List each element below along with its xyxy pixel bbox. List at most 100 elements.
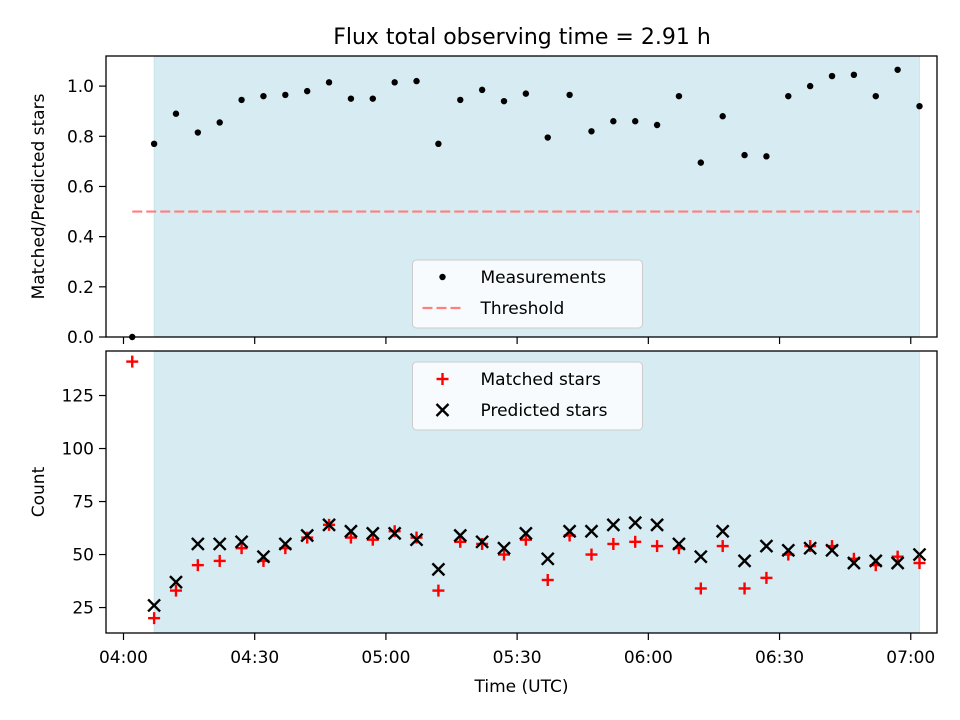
measurement-point — [391, 79, 398, 86]
matched-star-point — [366, 533, 379, 546]
matched-star-point — [716, 540, 729, 553]
measurement-point — [872, 92, 879, 100]
y-tick-label: 1.0 — [67, 77, 94, 97]
measurement-point — [610, 118, 617, 125]
predicted-star-point — [431, 562, 446, 577]
predicted-star-point — [672, 537, 686, 551]
predicted-x-b — [868, 554, 883, 568]
predicted-star-point — [803, 541, 818, 556]
x-tick-label: 06:30 — [755, 648, 804, 668]
measurement-point — [850, 71, 858, 79]
predicted-x-b — [453, 528, 468, 543]
matched-star-point — [694, 582, 707, 595]
measurement-point — [478, 86, 486, 94]
measurement-point — [675, 92, 683, 100]
predicted-x-b — [540, 551, 555, 566]
x-tick-label: 05:30 — [493, 648, 542, 668]
measurement-point — [697, 159, 705, 166]
predicted-star-point — [387, 526, 402, 541]
measurement-point — [894, 66, 901, 73]
y-tick-label: 0.4 — [67, 228, 94, 248]
predicted-star-point — [322, 518, 336, 532]
measurement-point — [916, 102, 923, 110]
measurement-point — [260, 92, 267, 100]
predicted-star-point — [606, 518, 621, 532]
predicted-star-point — [169, 575, 183, 589]
predicted-star-point — [912, 547, 927, 562]
matched-star-point — [519, 533, 532, 546]
matched-star-point — [301, 531, 314, 544]
y-tick-label: 125 — [62, 387, 94, 407]
matched-star-point — [585, 548, 598, 561]
x-tick-label: 05:00 — [361, 648, 410, 668]
predicted-x-b — [584, 524, 599, 539]
bottom-panel: 25 50 75 100 125 04:00 04:30 05:00 05:30 06:00 06:… — [29, 350, 938, 697]
predicted-star-point — [365, 526, 380, 541]
measurement-point — [172, 110, 180, 117]
predicted-x-b — [190, 537, 205, 551]
chart-title: Flux total observing time = 2.91 h — [333, 25, 711, 50]
predicted-x-b — [234, 534, 249, 549]
legend-measurement-marker — [439, 273, 446, 281]
axes-frame — [105, 350, 938, 634]
measurement-point — [828, 72, 836, 80]
x-axis-label: Time (UTC) — [474, 677, 569, 697]
measurement-point — [216, 119, 223, 126]
predicted-x-b — [759, 539, 774, 553]
top-panel: 0.0 0.2 0.4 0.6 0.8 1.0 Matched/Predicted star… — [29, 55, 938, 348]
predicted-x-b — [322, 518, 336, 532]
predicted-x-b — [497, 541, 511, 556]
measurement-point — [566, 91, 573, 99]
y-axis-label: Count — [29, 466, 49, 517]
measurement-point — [369, 95, 376, 102]
legend: Measurements Threshold — [412, 259, 643, 329]
matched-star-point — [344, 531, 357, 544]
measurement-point — [347, 95, 355, 102]
legend-box — [412, 361, 643, 431]
predicted-star-point — [737, 554, 752, 568]
measurement-point — [413, 77, 420, 85]
measurement-point — [325, 79, 333, 86]
y-tick-label: 0.0 — [67, 328, 94, 348]
matched-star-point — [651, 540, 664, 553]
matched-star-point — [804, 540, 817, 553]
predicted-x-b — [256, 549, 271, 564]
x-tick-label: 06:00 — [624, 648, 673, 668]
predicted-x-b — [650, 518, 664, 532]
predicted-star-point — [584, 524, 599, 539]
matched-star-point — [213, 554, 226, 567]
legend-box — [412, 259, 643, 329]
legend-label: Threshold — [480, 299, 565, 319]
matched-star-point — [498, 548, 511, 561]
x-tick-label: 04:30 — [230, 648, 279, 668]
predicted-star-point — [540, 551, 555, 566]
predicted-x-b — [409, 532, 424, 547]
predicted-x-b — [212, 537, 227, 551]
y-tick-label: 100 — [62, 440, 94, 460]
predicted-star-point — [868, 554, 883, 568]
matched-star-point — [191, 559, 204, 572]
measurement-point — [806, 82, 814, 90]
predicted-star-point — [562, 524, 577, 539]
legend-x-b — [435, 403, 450, 417]
legend-label: Matched stars — [481, 370, 601, 390]
matched-star-point — [607, 537, 620, 550]
measurement-point — [653, 121, 661, 129]
legend: Matched stars Predicted stars — [412, 361, 643, 431]
predicted-star-point — [300, 528, 315, 543]
matched-star-point — [148, 612, 161, 625]
matched-star-point — [760, 571, 773, 584]
predicted-x-b — [803, 541, 818, 556]
matched-star-point — [454, 535, 467, 548]
matched-star-point — [738, 582, 751, 595]
predicted-star-point — [453, 528, 468, 543]
measurement-point — [435, 140, 442, 148]
predicted-star-point — [475, 534, 489, 549]
measurement-point — [238, 96, 245, 104]
measurement-point — [741, 151, 748, 159]
predicted-x-b — [365, 526, 380, 541]
y-tick-label: 25 — [72, 599, 94, 619]
predicted-star-point — [212, 537, 227, 551]
matched-star-point — [476, 537, 489, 550]
predicted-x-b — [387, 526, 402, 541]
